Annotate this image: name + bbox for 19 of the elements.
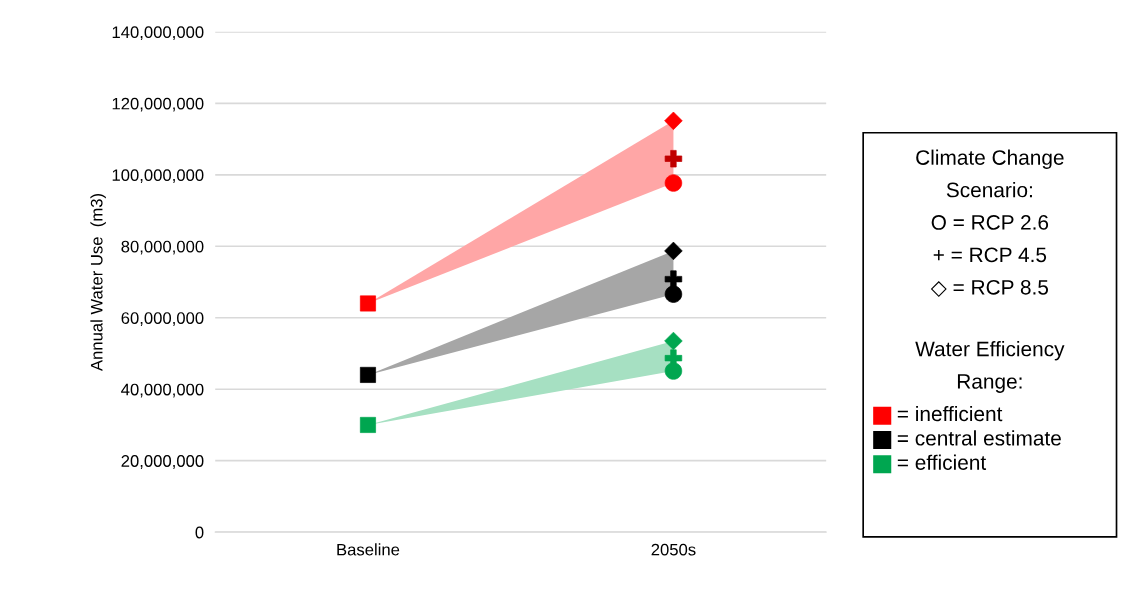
y-tick-label: 60,000,000 [121,312,204,326]
legend-label: = central estimate [897,430,1061,446]
legend-label: = efficient [897,454,987,470]
y-tick-label: 40,000,000 [121,383,204,398]
y-tick-label: 120,000,000 [112,97,204,112]
text: + = RCP 4.5 [933,247,1047,263]
text: O = RCP 2.6 [931,215,1049,230]
text: ◇ = RCP 8.5 [930,279,1049,298]
x-tick-label: Baseline [337,543,400,556]
text: Water Efficiency Range: [915,341,1065,393]
legend-label: = inefficient [897,405,1003,422]
y-tick-label: 140,000,000 [112,26,204,41]
y-tick-label: 20,000,000 [121,455,204,469]
y-tick-label: 80,000,000 [121,240,204,255]
y-tick-label: 100,000,000 [112,169,204,183]
y-tick-label: 0 [195,526,204,539]
x-tick-label: 2050s [651,543,696,556]
text: Climate Change Scenario: [916,149,1064,198]
y-axis-title: Annual Water Use (m3) [90,193,106,372]
